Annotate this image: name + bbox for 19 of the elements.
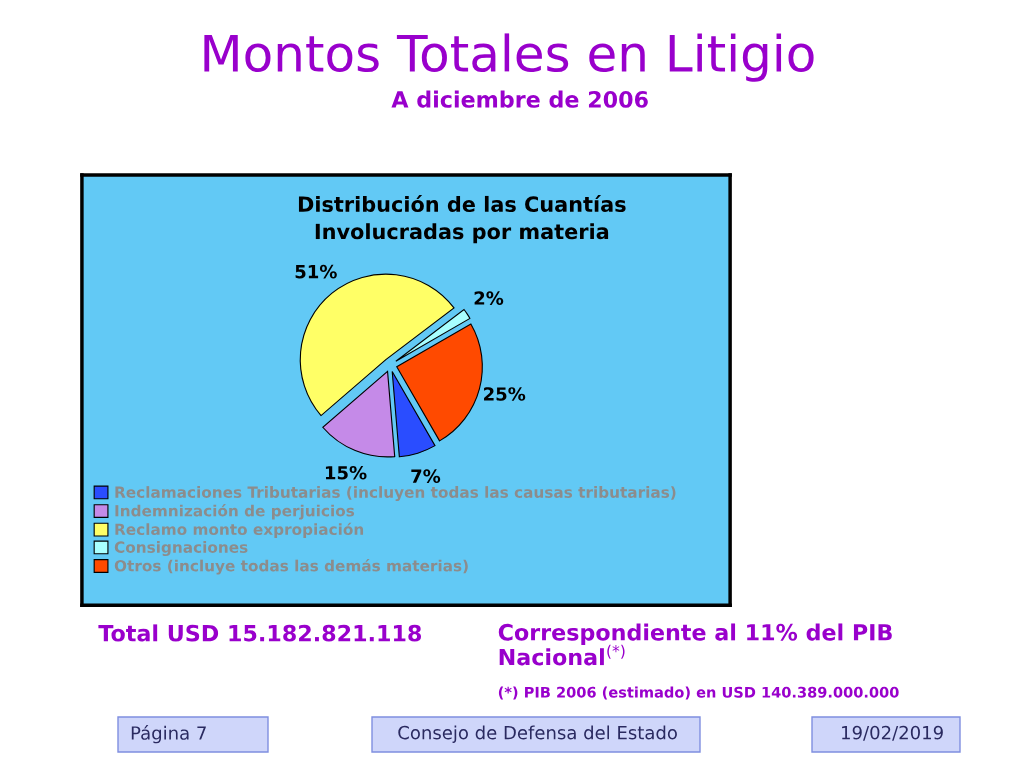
legend-label: Reclamaciones Tributarias (incluyen todas las causas tributarias) — [115, 486, 676, 502]
legend-label: Consignaciones — [114, 541, 248, 557]
chart-subtitle: A diciembre de 2006 — [391, 90, 648, 108]
text: Consejo de Defensa del Estado — [398, 725, 677, 743]
legend-label: Otros (incluye todas las demás materias) — [114, 559, 468, 575]
text: Distribución de las Cuantías Involucradas por materia — [298, 195, 626, 244]
data-label: 2% — [474, 291, 504, 305]
text: Página 7 — [131, 725, 206, 744]
data-label: 51% — [295, 264, 337, 279]
text: (*) PIB 2006 (estimado) en USD 140.389.000.000 — [498, 686, 899, 700]
legend-label: Indemnización de perjuicios — [115, 504, 355, 520]
data-label: 25% — [484, 387, 526, 401]
text: Correspondiente al 11% del PIB Nacional$^{(*)}$ — [498, 623, 892, 666]
chart-title: Montos Totales en Litigio — [204, 33, 814, 82]
data-label: 15% — [325, 465, 367, 480]
text: Total USD 15.182.821.118 — [98, 624, 422, 642]
legend-label: Reclamo monto expropiación — [115, 522, 364, 539]
data-label: 7% — [411, 469, 441, 483]
text: 19/02/2019 — [842, 725, 943, 741]
